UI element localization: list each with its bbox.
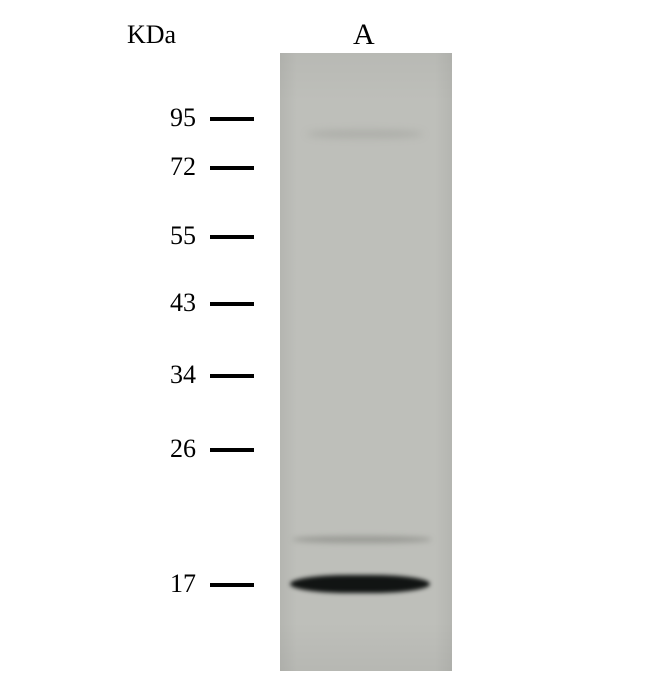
marker-tick <box>210 117 254 121</box>
marker-label: 26 <box>0 434 196 464</box>
marker-tick <box>210 166 254 170</box>
marker-tick <box>210 448 254 452</box>
main-band-17kda <box>290 575 430 593</box>
marker-label: 95 <box>0 103 196 133</box>
faint-band-upper <box>292 536 432 543</box>
marker-tick <box>210 374 254 378</box>
marker-tick <box>210 583 254 587</box>
marker-tick <box>210 302 254 306</box>
marker-label: 55 <box>0 221 196 251</box>
gel-lane <box>280 53 452 671</box>
marker-tick <box>210 235 254 239</box>
blot-container: KDa A 95 72 55 43 34 26 17 <box>0 0 650 699</box>
lane-a-label: A <box>353 18 375 52</box>
marker-label: 72 <box>0 152 196 182</box>
faint-band-95 <box>306 130 424 138</box>
marker-label: 34 <box>0 360 196 390</box>
marker-label: 17 <box>0 569 196 599</box>
marker-label: 43 <box>0 288 196 318</box>
axis-unit-label: KDa <box>127 20 176 50</box>
